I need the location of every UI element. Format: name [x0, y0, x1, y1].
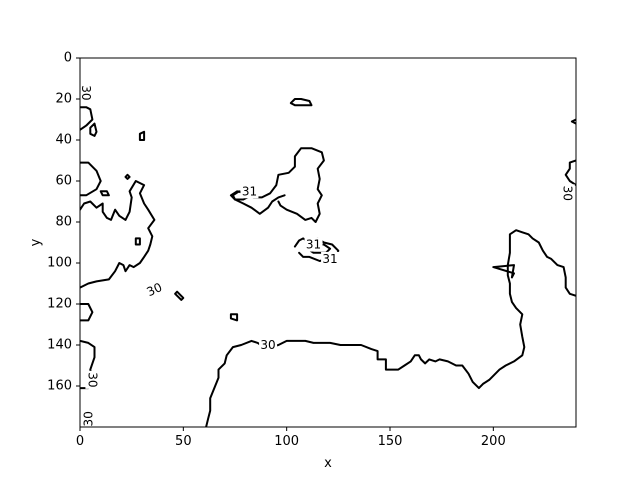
contour-label: 30 — [561, 186, 575, 201]
contour-label: 30 — [145, 280, 165, 299]
contour-label: 31 — [242, 184, 257, 198]
contour-line-level-30 — [289, 98, 313, 107]
contour-line-level-30 — [124, 173, 131, 180]
y-tick-label: 100 — [47, 256, 72, 271]
x-axis-label: x — [324, 456, 332, 471]
contour-line-level-30 — [138, 130, 146, 141]
x-tick-label: 50 — [175, 434, 192, 449]
contour-label-background — [259, 338, 278, 352]
y-tick-label: 20 — [55, 92, 72, 107]
contour-lines — [80, 98, 576, 427]
y-tick-label: 0 — [64, 51, 72, 66]
y-tick-label: 40 — [55, 133, 72, 148]
contour-line-level-30 — [492, 264, 515, 279]
contour-label-background — [81, 409, 96, 428]
contour-line-level-30 — [89, 122, 98, 137]
x-tick-label: 100 — [274, 434, 299, 449]
contour-line-level-30 — [229, 313, 239, 322]
y-tick-label: 60 — [55, 174, 72, 189]
x-tick-label: 200 — [481, 434, 506, 449]
y-axis-ticks: 0 20 40 60 80 100 120 140 160 — [47, 51, 80, 394]
contour-line-level-30 — [174, 290, 185, 301]
x-tick-label: 0 — [76, 434, 84, 449]
contour-line-level-30 — [80, 180, 156, 289]
contour-label-background — [85, 370, 100, 389]
contour-label: 30 — [81, 411, 95, 426]
contour-line-level-30 — [99, 190, 110, 197]
x-tick-label: 150 — [378, 434, 403, 449]
contour-label-background — [304, 237, 323, 252]
y-tick-label: 80 — [55, 215, 72, 230]
contour-line-level-30 — [229, 147, 325, 223]
contour-line-level-30 — [80, 106, 94, 131]
contour-label: 31 — [322, 252, 337, 266]
contour-label: 30 — [260, 338, 275, 352]
contour-label: 30 — [85, 372, 99, 387]
y-tick-label: 160 — [47, 379, 72, 394]
contour-label-background — [79, 83, 94, 102]
y-axis-label: y — [29, 238, 44, 246]
contour-line-level-30 — [205, 229, 576, 427]
contour-label-background — [321, 251, 340, 266]
y-tick-label: 140 — [47, 338, 72, 353]
contour-line-level-30 — [570, 118, 576, 125]
x-axis-ticks: 0 50 100 150 200 — [76, 427, 506, 449]
contour-line-level-30 — [80, 303, 94, 322]
contour-label-background — [240, 184, 259, 199]
contour-label-background — [143, 279, 166, 300]
contour-line-level-30 — [80, 161, 102, 197]
contour-line-level-30 — [564, 159, 576, 187]
contour-line-level-30 — [293, 237, 340, 262]
contour-label-background — [560, 184, 575, 203]
contour-label: 30 — [79, 85, 93, 100]
y-tick-label: 120 — [47, 297, 72, 312]
plot-area-frame — [79, 57, 577, 428]
contour-line-level-30 — [134, 237, 141, 246]
contour-label: 31 — [306, 238, 321, 252]
